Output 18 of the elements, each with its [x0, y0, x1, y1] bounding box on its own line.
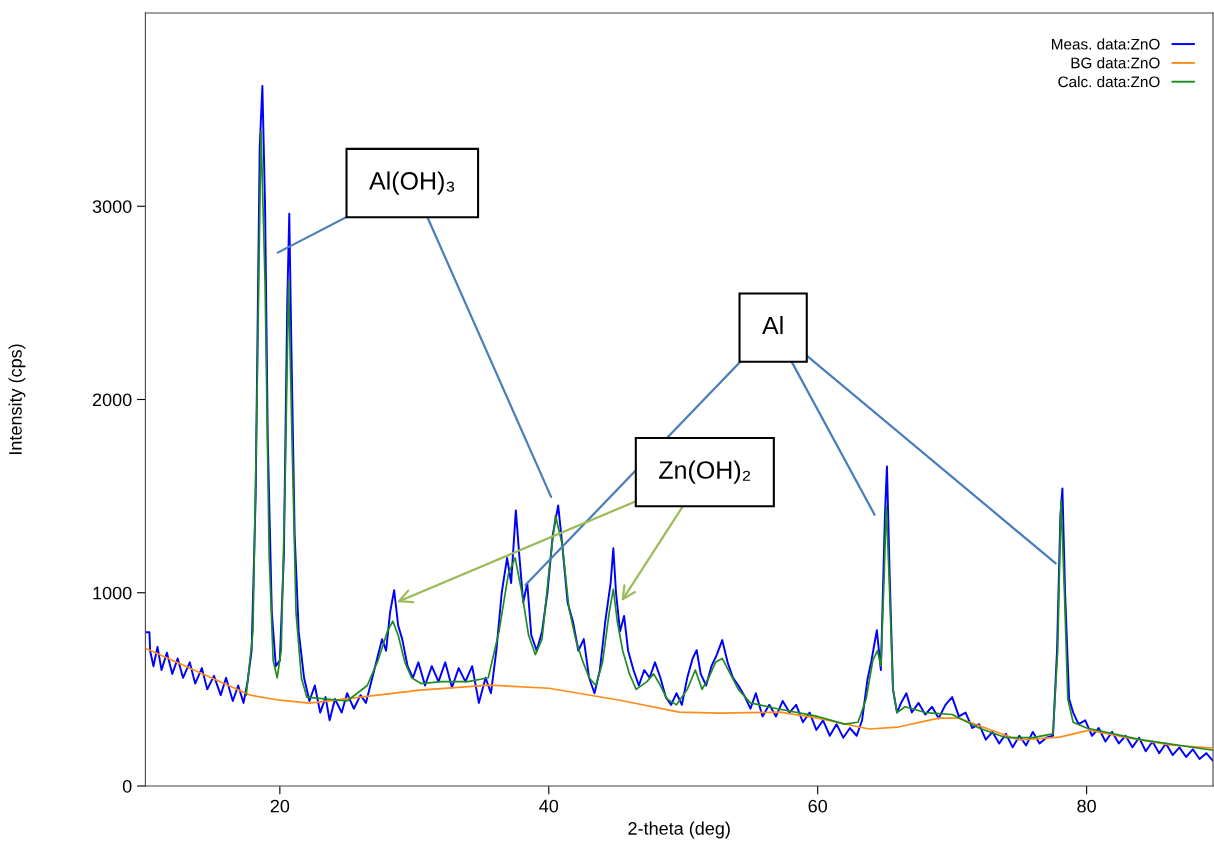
annotation: Al: [762, 315, 783, 335]
y-axis-title: Intensity (cps): [8, 344, 26, 455]
annotation: Al(OH)₃: [369, 171, 455, 195]
x-axis-title: 2-theta (deg): [628, 821, 730, 839]
legend-label: Meas. data:ZnO: [1052, 38, 1160, 50]
x-tick-label: 60: [808, 799, 828, 813]
line-series: [145, 647, 1213, 749]
x-tick-label: 80: [1077, 799, 1096, 813]
y-tick-label: 3000: [92, 200, 132, 213]
legend-label: Calc. data:ZnO: [1058, 76, 1160, 88]
y-tick-label: 2000: [92, 393, 132, 407]
x-tick-label: 40: [539, 799, 559, 813]
legend-label: BG data:ZnO: [1071, 57, 1160, 69]
annotation: Zn(OH)₂: [659, 460, 751, 484]
x-tick-label: 20: [270, 799, 290, 813]
y-tick-label: 0: [122, 779, 132, 793]
y-tick-label: 1000: [93, 586, 132, 600]
line-series: [245, 130, 1213, 752]
